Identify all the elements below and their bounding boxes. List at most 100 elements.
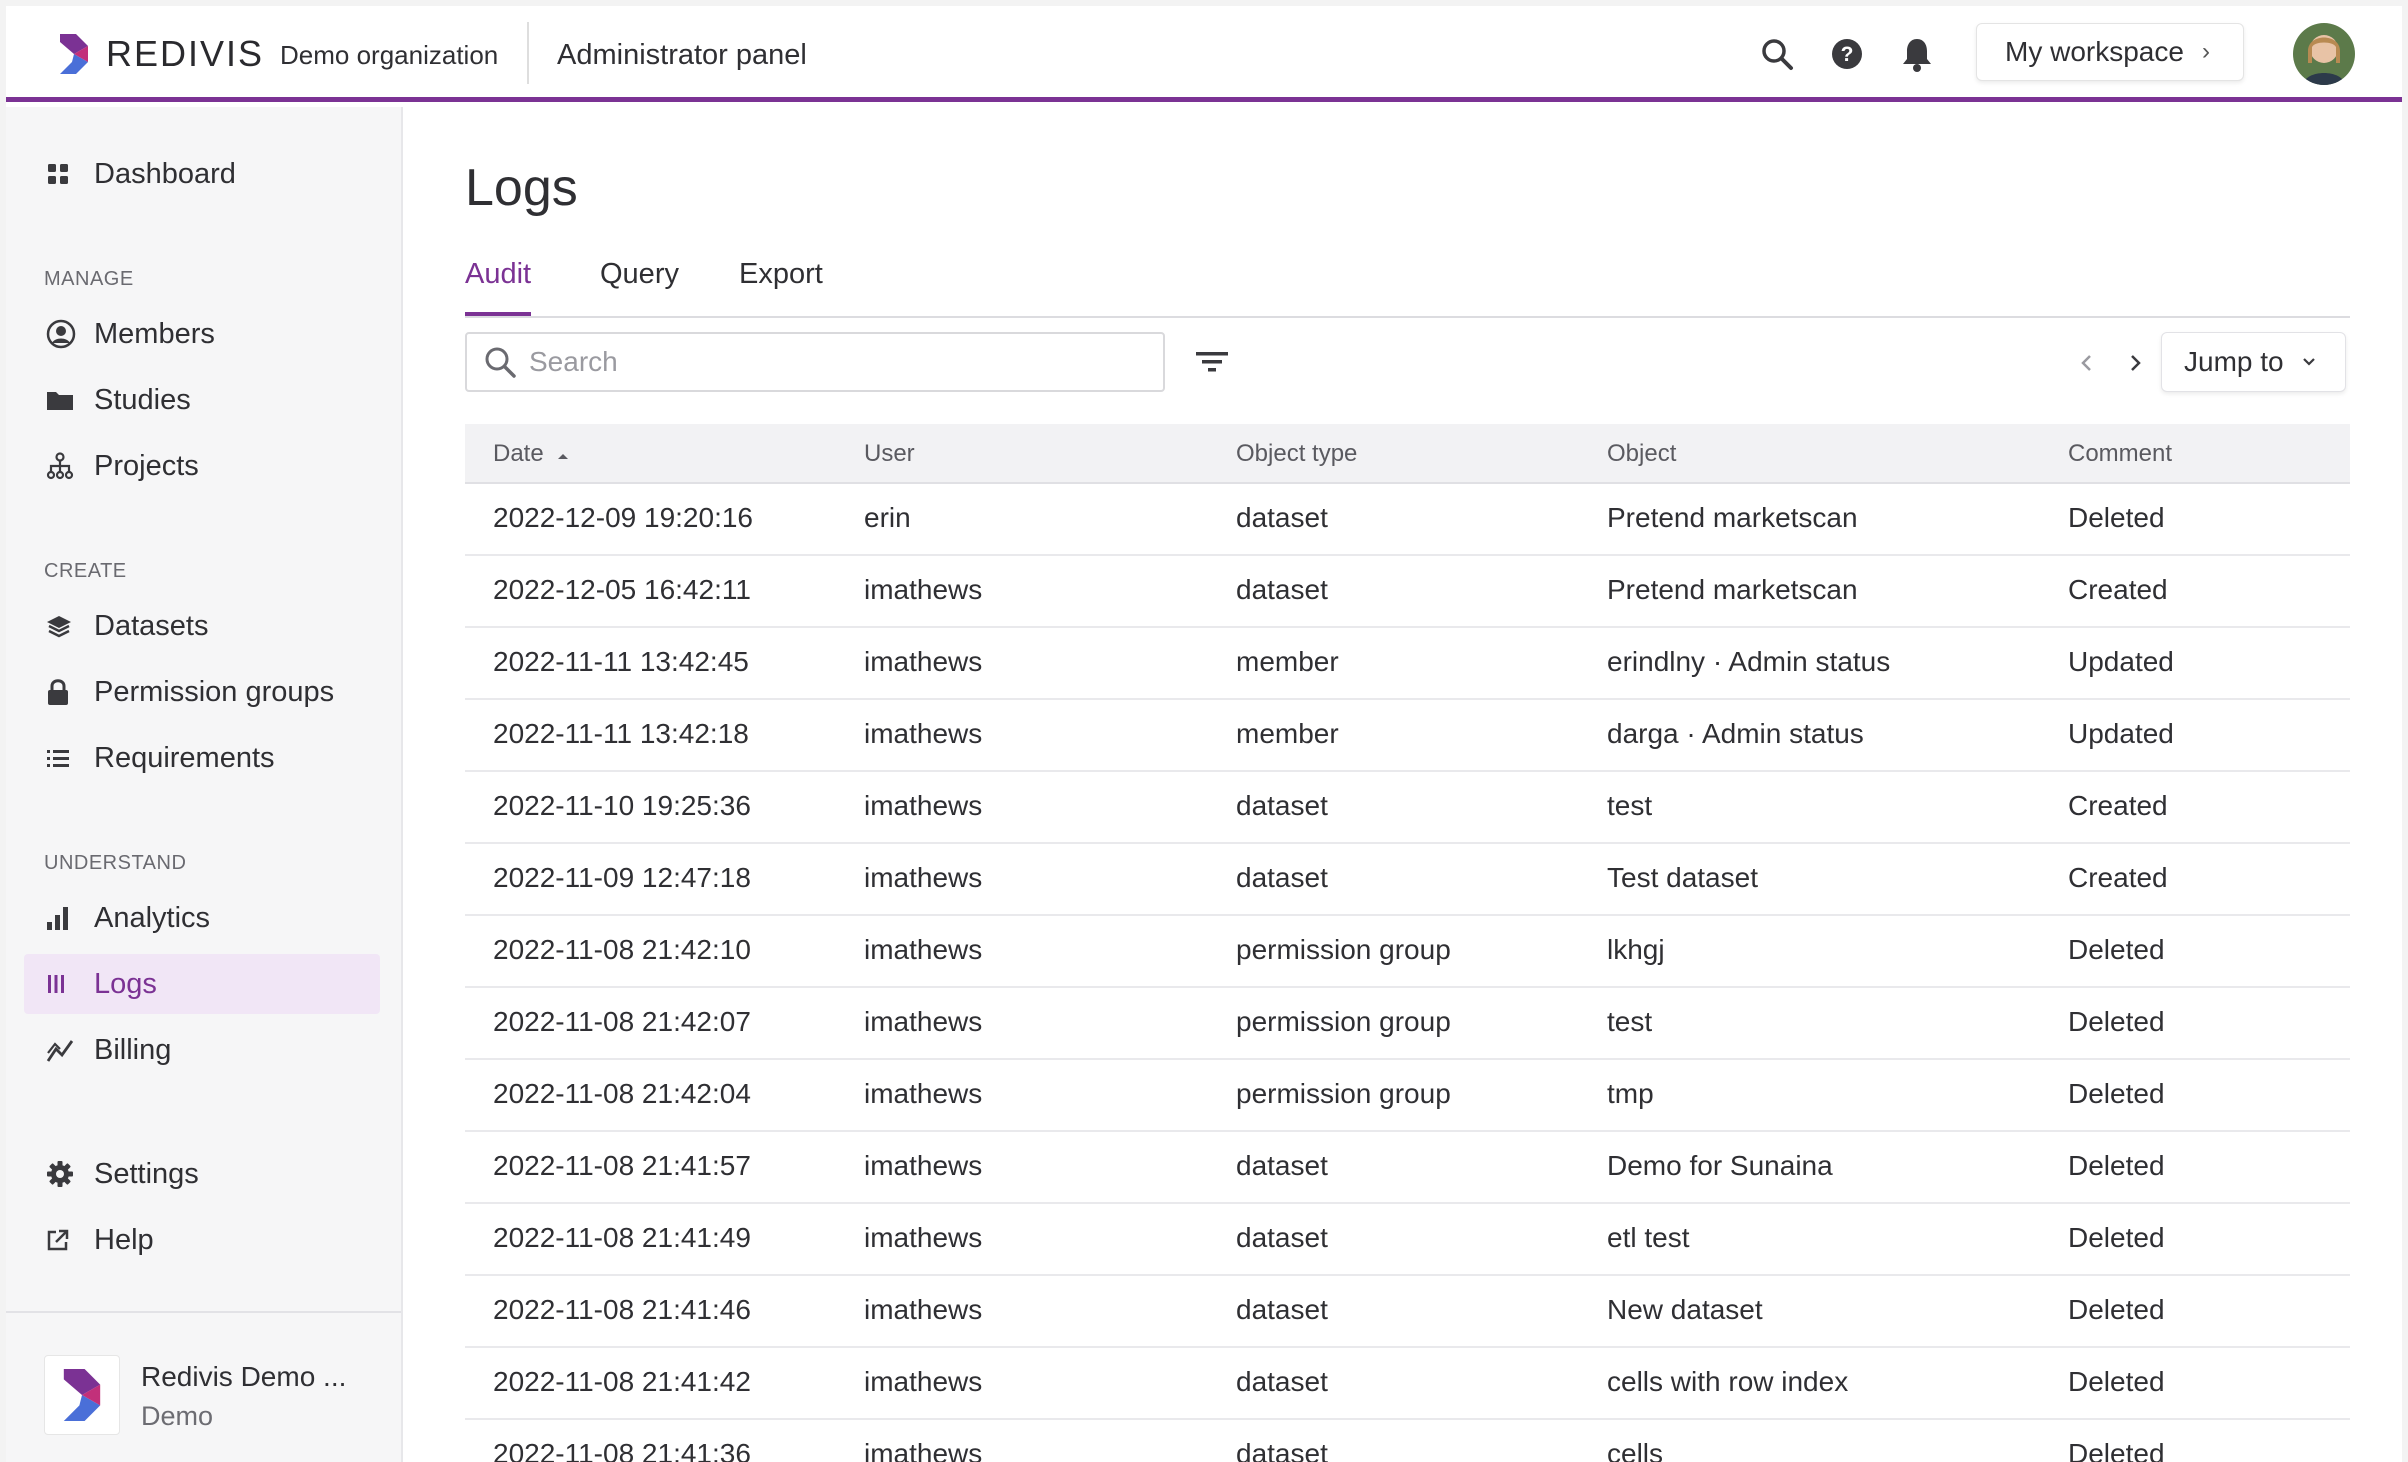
table-row[interactable]: 2022-11-10 19:25:36 imathews dataset test Cr… — [465, 772, 2350, 844]
table-row[interactable]: 2022-11-08 21:42:04 imathews permission gr… — [465, 1060, 2350, 1132]
object-type-cell: dataset — [1236, 1366, 1328, 1397]
table-row[interactable]: 2022-12-09 19:20:16 erin dataset Pretend ma… — [465, 484, 2350, 556]
sidebar-item-label: Permission groups — [94, 675, 335, 708]
object-type-cell: dataset — [1236, 1294, 1328, 1325]
chevron-right-icon: › — [2201, 38, 2210, 65]
app-window: REDIVIS Demo organization Administrator … — [6, 6, 2402, 1462]
user-cell: imathews — [864, 1294, 983, 1325]
sidebar-item-analytics[interactable]: Analytics — [24, 888, 380, 948]
previous-page-button[interactable] — [2070, 346, 2104, 380]
table-row[interactable]: 2022-11-08 21:41:36 imathews dataset cells D… — [465, 1420, 2350, 1462]
section-label-understand: UNDERSTAND — [44, 852, 187, 874]
comment-cell: Deleted — [2068, 1150, 2165, 1181]
my-workspace-button[interactable]: My workspace › — [1976, 23, 2244, 81]
object-type-cell: permission group — [1236, 1078, 1451, 1109]
user-cell: imathews — [864, 790, 983, 821]
table-row[interactable]: 2022-11-08 21:42:10 imathews permission gr… — [465, 916, 2350, 988]
sidebar-item-members[interactable]: Members — [24, 304, 380, 364]
sidebar-item-label: Logs — [94, 967, 157, 1000]
external-link-icon — [46, 1228, 82, 1252]
user-cell: imathews — [864, 934, 983, 965]
table-row[interactable]: 2022-12-05 16:42:11 imathews dataset Preten… — [465, 556, 2350, 628]
sidebar-item-permission-groups[interactable]: Permission groups — [24, 662, 380, 722]
comment-cell: Deleted — [2068, 1294, 2165, 1325]
bell-icon[interactable] — [1897, 34, 1937, 74]
trend-line-icon — [46, 1037, 82, 1063]
search-icon[interactable] — [1757, 34, 1797, 74]
sidebar-item-label: Billing — [94, 1033, 172, 1066]
column-header-user[interactable]: User — [864, 440, 915, 467]
column-header-comment[interactable]: Comment — [2068, 440, 2173, 467]
sidebar-item-label: Help — [94, 1223, 154, 1256]
date-cell: 2022-11-08 21:42:07 — [493, 1006, 751, 1037]
object-type-cell: dataset — [1236, 1438, 1328, 1462]
table-row[interactable]: 2022-11-11 13:42:45 imathews member erindln… — [465, 628, 2350, 700]
sidebar-item-dashboard[interactable]: Dashboard — [24, 144, 380, 204]
object-cell: cells — [1607, 1438, 1664, 1462]
sidebar-item-requirements[interactable]: Requirements — [24, 728, 380, 788]
help-icon[interactable]: ? — [1827, 34, 1867, 74]
sidebar-item-label: Settings — [94, 1157, 199, 1190]
gear-icon — [46, 1160, 82, 1188]
object-cell: Test dataset — [1607, 862, 1758, 893]
user-cell: imathews — [864, 646, 983, 677]
sidebar-item-label: Studies — [94, 383, 191, 416]
object-cell: Pretend marketscan — [1607, 502, 1858, 533]
object-cell: tmp — [1607, 1078, 1654, 1109]
column-header-date[interactable]: Date — [493, 440, 570, 468]
sidebar: Dashboard MANAGE Members Studies Project… — [6, 107, 403, 1462]
sidebar-item-projects[interactable]: Projects — [24, 436, 380, 496]
table-row[interactable]: 2022-11-08 21:42:07 imathews permission gr… — [465, 988, 2350, 1060]
tab-query[interactable]: Query — [600, 258, 679, 290]
sidebar-item-studies[interactable]: Studies — [24, 370, 380, 430]
filter-icon[interactable] — [1192, 344, 1232, 380]
search-icon — [485, 347, 516, 378]
sidebar-item-logs[interactable]: Logs — [24, 954, 380, 1014]
date-cell: 2022-11-09 12:47:18 — [493, 862, 751, 893]
user-cell: imathews — [864, 574, 983, 605]
object-cell: test — [1607, 790, 1653, 821]
object-cell: etl test — [1607, 1222, 1690, 1253]
sidebar-item-settings[interactable]: Settings — [24, 1144, 380, 1204]
object-type-cell: dataset — [1236, 1222, 1328, 1253]
next-page-button[interactable] — [2118, 346, 2152, 380]
user-cell: imathews — [864, 1366, 983, 1397]
search-input[interactable] — [529, 346, 1129, 378]
tab-audit[interactable]: Audit — [465, 258, 532, 316]
table-row[interactable]: 2022-11-08 21:41:57 imathews dataset Demo f… — [465, 1132, 2350, 1204]
table-row[interactable]: 2022-11-09 12:47:18 imathews dataset Test d… — [465, 844, 2350, 916]
table-row[interactable]: 2022-11-08 21:41:42 imathews dataset cells … — [465, 1348, 2350, 1420]
date-cell: 2022-11-11 13:42:45 — [493, 646, 749, 677]
object-cell: cells with row index — [1607, 1366, 1849, 1397]
table-row[interactable]: 2022-11-11 13:42:18 imathews member darga ·… — [465, 700, 2350, 772]
organization-switcher[interactable]: Redivis Demo ... Demo — [6, 1311, 401, 1462]
sidebar-item-datasets[interactable]: Datasets — [24, 596, 380, 656]
object-type-cell: dataset — [1236, 790, 1328, 821]
column-header-object[interactable]: Object — [1607, 440, 1677, 467]
sidebar-item-billing[interactable]: Billing — [24, 1020, 380, 1080]
avatar[interactable] — [2293, 23, 2355, 85]
sidebar-item-help[interactable]: Help — [24, 1210, 380, 1270]
comment-cell: Deleted — [2068, 934, 2165, 965]
sidebar-item-label: Requirements — [94, 741, 275, 774]
object-type-cell: member — [1236, 646, 1339, 677]
page-title: Logs — [465, 159, 578, 217]
object-cell: erindlny · Admin status — [1607, 646, 1891, 677]
organization-name[interactable]: Demo organization — [280, 40, 499, 70]
section-label-create: CREATE — [44, 560, 127, 582]
table-body: 2022-12-09 19:20:16 erin dataset Pretend ma… — [465, 484, 2350, 1462]
date-cell: 2022-12-05 16:42:11 — [493, 574, 751, 605]
table-row[interactable]: 2022-11-08 21:41:49 imathews dataset etl te… — [465, 1204, 2350, 1276]
chevron-right-icon — [2131, 355, 2141, 371]
jump-to-button[interactable]: Jump to — [2161, 332, 2346, 392]
object-type-cell: dataset — [1236, 1150, 1328, 1181]
search-field[interactable] — [465, 332, 1165, 392]
column-header-object-type[interactable]: Object type — [1236, 440, 1358, 467]
list-icon — [46, 747, 82, 769]
comment-cell: Deleted — [2068, 1222, 2165, 1253]
redivis-logo-icon — [60, 34, 88, 74]
tab-export[interactable]: Export — [739, 258, 823, 290]
comment-cell: Deleted — [2068, 1006, 2165, 1037]
brand-logo[interactable]: REDIVIS — [54, 32, 264, 76]
table-row[interactable]: 2022-11-08 21:41:46 imathews dataset New da… — [465, 1276, 2350, 1348]
